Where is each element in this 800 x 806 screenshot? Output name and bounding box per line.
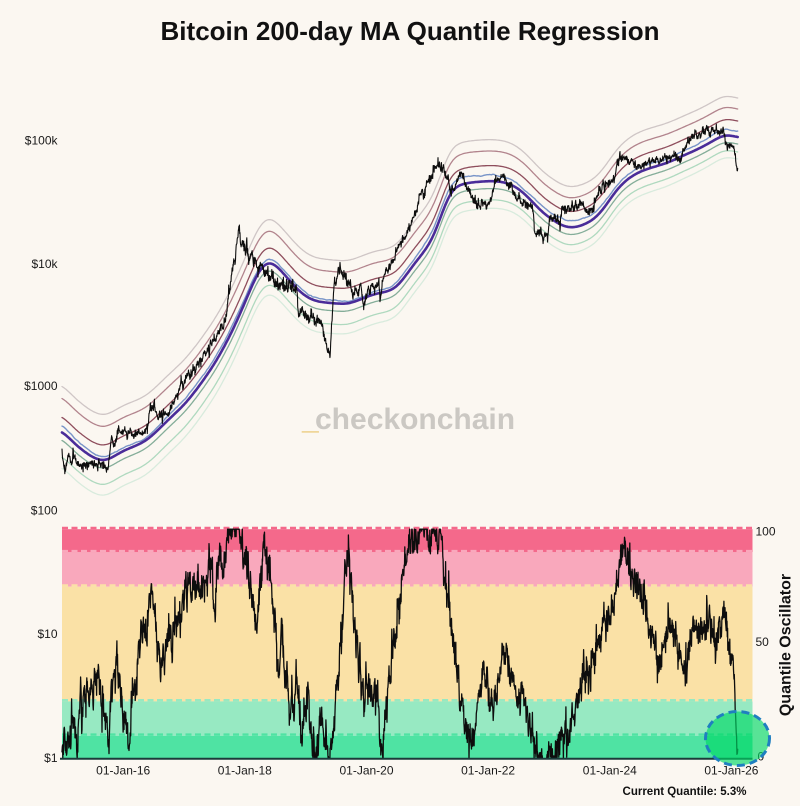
svg-text:$1000: $1000 <box>24 379 58 393</box>
svg-text:$100: $100 <box>31 504 58 518</box>
svg-text:$10k: $10k <box>31 257 58 271</box>
svg-text:01-Jan-16: 01-Jan-16 <box>96 764 150 778</box>
svg-text:Bitcoin 200-day MA Quantile Re: Bitcoin 200-day MA Quantile Regression <box>161 16 660 46</box>
svg-text:100: 100 <box>756 525 776 539</box>
svg-text:$1: $1 <box>44 751 58 765</box>
svg-text:50: 50 <box>756 635 770 649</box>
svg-text:_: _ <box>301 403 319 436</box>
svg-text:Current Quantile: 5.3%: Current Quantile: 5.3% <box>623 786 747 798</box>
svg-text:$10: $10 <box>37 627 57 641</box>
svg-text:01-Jan-26: 01-Jan-26 <box>704 764 758 778</box>
svg-text:01-Jan-22: 01-Jan-22 <box>461 764 515 778</box>
svg-text:Quantile Oscillator: Quantile Oscillator <box>778 574 795 716</box>
svg-text:$100k: $100k <box>25 134 59 148</box>
svg-text:01-Jan-18: 01-Jan-18 <box>218 764 272 778</box>
svg-text:01-Jan-24: 01-Jan-24 <box>583 764 637 778</box>
svg-text:01-Jan-20: 01-Jan-20 <box>339 764 393 778</box>
svg-text:checkonchain: checkonchain <box>315 403 515 436</box>
